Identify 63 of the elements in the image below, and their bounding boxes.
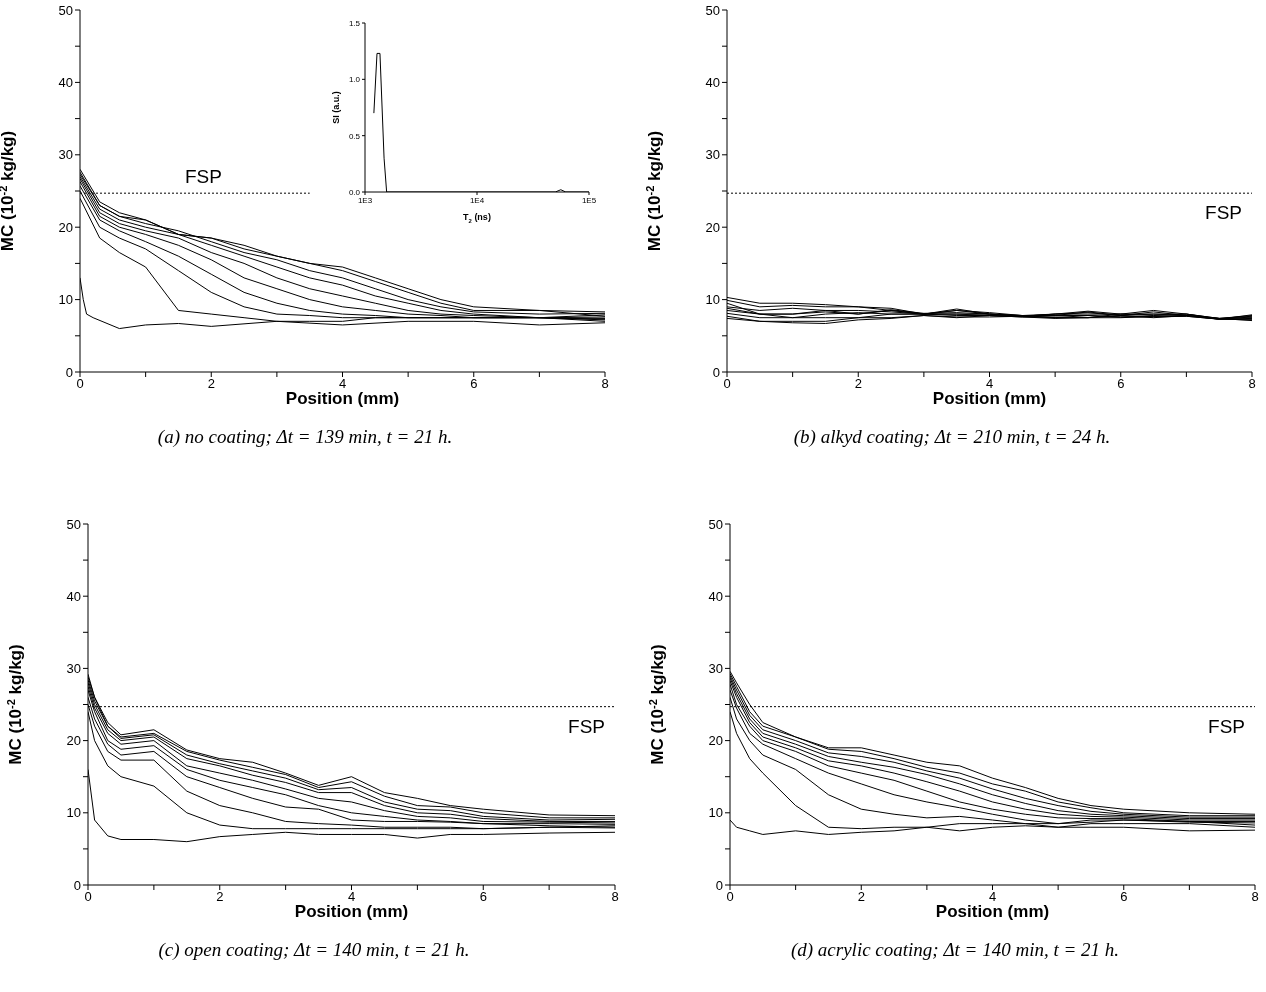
y-tick-label: 30 xyxy=(705,147,720,163)
y-tick-label: 0.0 xyxy=(348,187,361,197)
x-tick-label: 2 xyxy=(216,889,224,905)
y-tick-label: 50 xyxy=(58,2,73,18)
y-tick-label: 20 xyxy=(705,219,720,235)
y-tick-label: 20 xyxy=(58,219,73,235)
y-tick-label: 20 xyxy=(708,733,723,749)
y-tick-label: 50 xyxy=(66,516,81,532)
y-tick-label: 30 xyxy=(708,661,723,677)
y-tick-label: 20 xyxy=(66,733,81,749)
x-tick-label: 6 xyxy=(1117,376,1125,392)
y-tick-label: 40 xyxy=(708,588,723,604)
x-axis-title: T$_{2}$ (ns) xyxy=(463,212,491,224)
y-tick-label: 40 xyxy=(66,588,81,604)
y-tick-label: 10 xyxy=(705,292,720,308)
x-tick-label: 1E4 xyxy=(469,195,485,205)
annotation: FSP xyxy=(185,165,222,188)
text: (c) open coating; Δt = 140 min, t = 21 h. xyxy=(157,939,471,961)
y-tick-label: 10 xyxy=(66,805,81,821)
x-tick-label: 6 xyxy=(479,889,487,905)
x-axis-title: Position (mm) xyxy=(932,389,1047,408)
ref-line-label: FSP xyxy=(1208,715,1245,737)
y-tick-label: 30 xyxy=(66,661,81,677)
y-axis-title: SI (a.u.) xyxy=(331,91,341,124)
x-axis-title: Position (mm) xyxy=(294,902,409,921)
y-tick-label: 30 xyxy=(58,147,73,163)
x-tick-label: 8 xyxy=(611,889,619,905)
y-tick-label: 1.0 xyxy=(348,75,361,85)
text: (a) no coating; Δt = 139 min, t = 21 h. xyxy=(156,426,454,448)
ref-line-label: FSP xyxy=(568,715,605,737)
y-tick-label: 40 xyxy=(705,75,720,91)
x-tick-label: 2 xyxy=(857,889,865,905)
x-tick-label: 4 xyxy=(338,376,347,392)
y-tick-label: 0 xyxy=(715,877,723,893)
x-tick-label: 0 xyxy=(84,889,92,905)
x-tick-label: 8 xyxy=(601,376,609,392)
y-tick-label: 40 xyxy=(58,75,73,91)
x-tick-label: 0 xyxy=(726,889,734,905)
x-tick-label: 2 xyxy=(207,376,215,392)
x-tick-label: 8 xyxy=(1251,889,1259,905)
x-tick-label: 6 xyxy=(470,376,478,392)
y-tick-label: 10 xyxy=(58,292,73,308)
x-tick-label: 4 xyxy=(985,376,994,392)
y-tick-label: 0.5 xyxy=(348,131,361,141)
x-tick-label: 2 xyxy=(854,376,862,392)
x-tick-label: 4 xyxy=(347,889,356,905)
y-tick-label: 50 xyxy=(705,2,720,18)
y-tick-label: 0 xyxy=(712,364,720,380)
x-tick-label: 1E5 xyxy=(581,195,597,205)
text: (b) alkyd coating; Δt = 210 min, t = 24 h. xyxy=(792,426,1112,448)
y-tick-label: 0 xyxy=(73,877,81,893)
x-tick-label: 6 xyxy=(1120,889,1128,905)
text: (d) acrylic coating; Δt = 140 min, t = 21 h. xyxy=(789,939,1121,961)
ref-line-label: FSP xyxy=(1205,202,1242,224)
x-axis-title: Position (mm) xyxy=(285,389,400,408)
y-tick-label: 0 xyxy=(65,364,73,380)
y-tick-label: 10 xyxy=(708,805,723,821)
x-axis-title: Position (mm) xyxy=(935,902,1050,921)
y-tick-label: 50 xyxy=(708,516,723,532)
y-tick-label: 1.5 xyxy=(348,18,361,28)
x-tick-label: 1E3 xyxy=(357,195,373,205)
x-tick-label: 8 xyxy=(1248,376,1256,392)
x-tick-label: 4 xyxy=(988,889,997,905)
